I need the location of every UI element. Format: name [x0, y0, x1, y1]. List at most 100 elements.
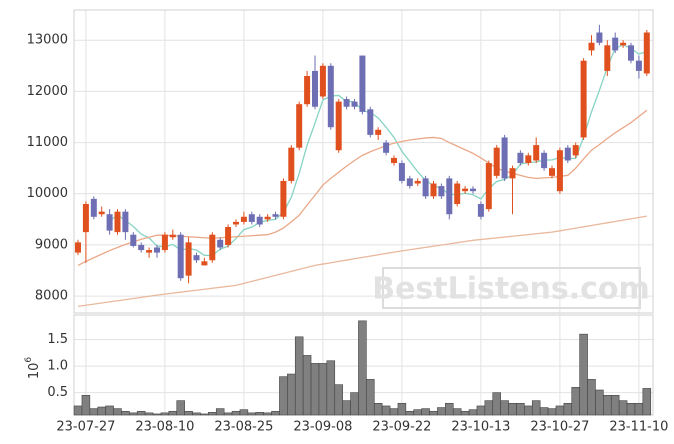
volume-bar	[476, 405, 486, 416]
volume-bar	[539, 407, 549, 416]
candle-body	[82, 203, 89, 233]
candle-body	[414, 180, 421, 184]
candle-body	[485, 163, 492, 210]
candle-body	[280, 180, 287, 217]
volume-bar	[547, 408, 557, 416]
volume-bar	[610, 395, 620, 416]
candle-body	[438, 186, 445, 197]
candle-body	[612, 37, 619, 51]
volume-bar	[176, 400, 185, 416]
candle-body	[359, 55, 366, 112]
candle-body	[201, 261, 208, 266]
volume-bar	[255, 412, 264, 416]
price-panel-frame	[73, 9, 654, 314]
volume-bar	[397, 402, 407, 416]
y-tick-label: 9000	[35, 237, 68, 252]
y-tick-label: 1.0	[47, 359, 68, 374]
candle-body	[556, 150, 563, 192]
candle-body	[106, 214, 113, 231]
candle-body	[446, 178, 453, 215]
candle-body	[343, 99, 350, 107]
volume-bar	[97, 406, 106, 416]
volume-bar	[73, 405, 83, 416]
candle-body	[533, 145, 540, 161]
volume-bar	[516, 402, 525, 416]
volume-bar	[121, 410, 130, 416]
volume-bar	[587, 379, 596, 416]
volume-bar	[184, 410, 193, 416]
candle-body	[225, 227, 232, 245]
volume-bar	[247, 412, 257, 416]
y-tick-label: 8000	[35, 289, 68, 304]
volume-bar	[279, 376, 288, 416]
candle-body	[588, 42, 595, 51]
volume-bar	[626, 402, 636, 416]
candle-body	[635, 60, 642, 71]
volume-bar	[89, 408, 99, 416]
volume-bar	[405, 410, 415, 416]
candle-body	[351, 101, 358, 107]
candle-body	[177, 234, 184, 279]
x-tick-label: 23-08-10	[135, 420, 194, 435]
volume-bar	[294, 336, 304, 416]
volume-bar	[334, 384, 343, 416]
volume-bar	[468, 409, 478, 416]
candle-body	[154, 247, 160, 253]
candle-body	[391, 157, 397, 164]
candle-body	[146, 250, 153, 253]
volume-bar	[81, 395, 91, 416]
candle-body	[161, 234, 168, 251]
volume-bar	[437, 407, 446, 416]
candle-body	[327, 65, 334, 128]
x-tick-label: 23-09-08	[293, 420, 352, 435]
candle-body	[98, 211, 105, 215]
volume-bar	[358, 320, 367, 416]
candle-body	[470, 188, 476, 192]
volume-bar	[508, 402, 517, 416]
candle-body	[375, 129, 382, 135]
volume-bar	[239, 409, 249, 416]
volume-bar	[215, 408, 225, 416]
volume-bar	[618, 400, 628, 416]
volume-bar	[492, 392, 501, 416]
candle-body	[256, 216, 263, 225]
watermark: BestListens.com	[372, 272, 650, 307]
candle-body	[185, 242, 192, 276]
volume-bar	[563, 402, 573, 416]
volume-bar	[113, 408, 122, 416]
volume-bar	[200, 413, 209, 416]
candle-body	[240, 216, 247, 222]
x-tick-label: 23-10-13	[451, 420, 510, 435]
volume-bar	[634, 402, 644, 416]
volume-bar	[192, 412, 201, 416]
candle-body	[319, 65, 326, 97]
candle-body	[398, 163, 405, 181]
volume-bar	[136, 410, 146, 416]
candle-body	[549, 168, 555, 176]
y-tick-label: 0.5	[47, 385, 68, 400]
candle-body	[248, 214, 255, 222]
volume-bar	[413, 409, 422, 416]
volume-bar	[642, 388, 652, 416]
candle-body	[493, 147, 500, 176]
candle-body	[272, 214, 279, 217]
candle-body	[312, 70, 318, 107]
candle-body	[517, 152, 524, 164]
moving-average-line	[77, 215, 647, 307]
candle-body	[209, 234, 216, 261]
volume-bar	[231, 410, 241, 416]
volume-bar	[263, 412, 272, 416]
candle-body	[367, 109, 374, 135]
volume-bar	[445, 402, 454, 416]
volume-bar	[366, 379, 375, 416]
candle-body	[122, 211, 129, 233]
y-tick-label: 1.5	[47, 332, 68, 347]
volume-bar	[579, 333, 588, 416]
candle-body	[620, 42, 627, 46]
volume-bar	[484, 400, 494, 416]
candle-body	[462, 188, 469, 192]
candle-body	[628, 45, 634, 61]
candle-body	[383, 142, 390, 153]
volume-bar	[129, 412, 138, 416]
candle-body	[501, 137, 508, 179]
